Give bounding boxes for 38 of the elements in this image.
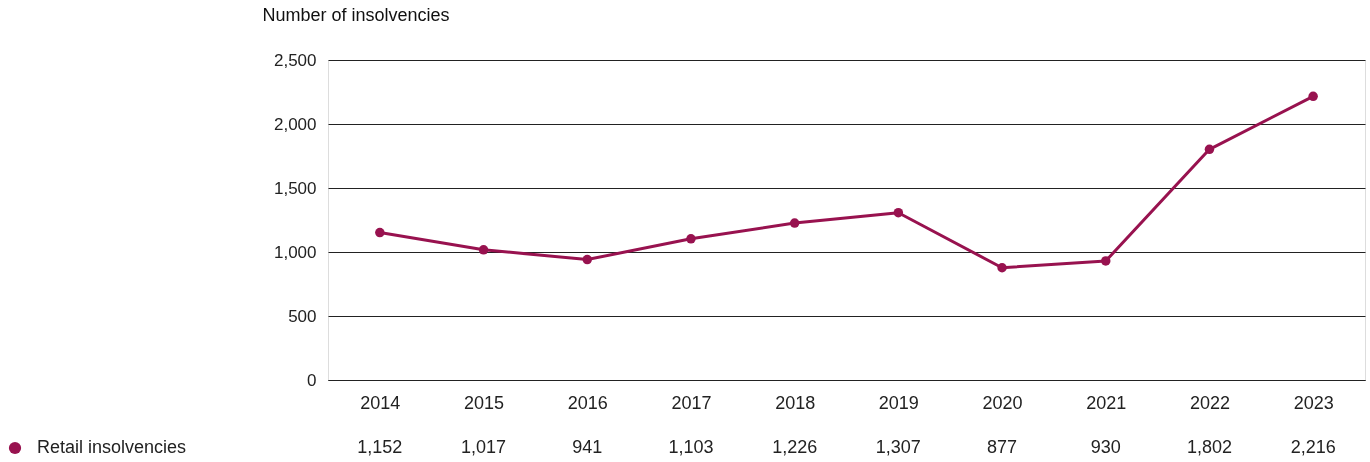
legend-label: Retail insolvencies <box>37 437 187 457</box>
x-tick-label: 2022 <box>1189 392 1230 413</box>
data-label: 1,103 <box>668 437 714 457</box>
point <box>997 263 1007 273</box>
x-tick-label: 2015 <box>464 392 505 413</box>
x-tick-label: 2021 <box>1086 392 1127 413</box>
point <box>1204 144 1215 155</box>
data-label: 2,216 <box>1290 437 1336 457</box>
point <box>1308 91 1318 102</box>
point <box>582 254 592 265</box>
data-label: 1,802 <box>1186 437 1232 457</box>
x-tick-label: 2018 <box>775 392 816 413</box>
data-label: 1,307 <box>875 437 921 457</box>
y-tick-label: 1,500 <box>273 178 317 198</box>
data-label: 1,226 <box>772 437 818 457</box>
point <box>1101 256 1111 266</box>
point <box>375 227 385 238</box>
x-tick-label: 2023 <box>1293 392 1334 413</box>
point <box>893 207 904 218</box>
data-label: 1,017 <box>461 437 507 457</box>
data-label: 877 <box>987 437 1018 457</box>
y-tick-label: 500 <box>288 306 317 326</box>
x-tick-label: 2016 <box>567 392 608 413</box>
point <box>789 218 800 228</box>
data-label: 941 <box>572 437 603 457</box>
y-axis-title: Number of insolvencies <box>262 4 450 25</box>
data-label: 1,152 <box>357 437 403 457</box>
y-tick-label: 2,000 <box>273 114 317 134</box>
point <box>478 245 489 255</box>
y-tick-label: 2,500 <box>273 50 317 70</box>
y-tick-label: 1,000 <box>273 242 317 262</box>
x-tick-label: 2014 <box>360 392 401 413</box>
x-tick-label: 2020 <box>982 392 1023 413</box>
point <box>686 234 696 244</box>
data-label: 930 <box>1090 437 1121 457</box>
y-tick-label: 0 <box>307 370 317 390</box>
x-tick-label: 2019 <box>878 392 919 413</box>
x-tick-label: 2017 <box>671 392 712 413</box>
